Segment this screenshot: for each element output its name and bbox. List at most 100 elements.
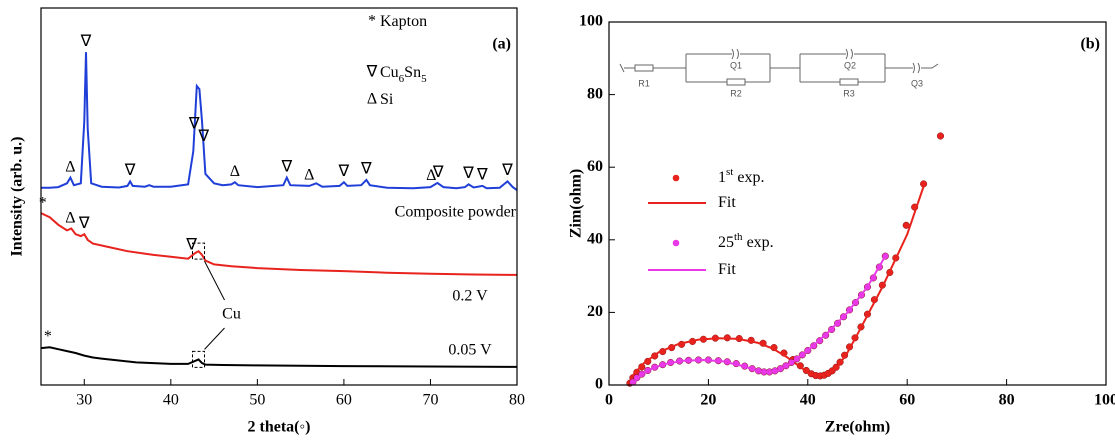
legend-symbol: * bbox=[368, 13, 376, 30]
circuit-label: R2 bbox=[730, 88, 742, 98]
text-part: 25 bbox=[718, 234, 734, 251]
peak-marker: ∇ bbox=[360, 161, 372, 178]
text-part: st bbox=[726, 166, 733, 178]
x-tick-label: 40 bbox=[800, 392, 816, 409]
capacitor bbox=[912, 62, 920, 74]
circuit-label: Q1 bbox=[730, 60, 742, 70]
text-part: Fit bbox=[718, 194, 736, 211]
legend-symbol: ∇ bbox=[366, 64, 378, 81]
peak-marker: ∇ bbox=[476, 167, 488, 184]
circuit-label: R1 bbox=[638, 78, 650, 88]
x-tick-label: 100 bbox=[1094, 392, 1115, 409]
y-axis-title: Intensity (arb. u.) bbox=[9, 136, 26, 256]
series-label: 0.05 V bbox=[448, 342, 492, 359]
legend-label: 25th exp. bbox=[718, 231, 774, 251]
plot-frame bbox=[40, 7, 518, 386]
plot-frame bbox=[608, 21, 1107, 386]
text-part: Kapton bbox=[380, 13, 427, 30]
peak-marker: ∇ bbox=[462, 165, 474, 182]
peak-marker: Δ bbox=[65, 210, 75, 227]
legend-label: Cu6Sn5 bbox=[380, 64, 427, 85]
legend-symbol: Δ bbox=[367, 91, 377, 108]
x-axis-title: 2 theta(◦) bbox=[248, 419, 311, 436]
legend-label: Fit bbox=[718, 261, 736, 278]
circuit-diagram: R1 Q1 R2 Q2 R3 Q3 bbox=[619, 48, 939, 98]
circuit-wire bbox=[619, 63, 635, 73]
x-tick-label: 60 bbox=[336, 392, 352, 409]
text-part: th bbox=[734, 231, 743, 243]
peak-marker: ∇ bbox=[432, 164, 444, 181]
peak-marker: ∇ bbox=[188, 116, 200, 133]
legend-marker bbox=[672, 174, 680, 182]
callout-line bbox=[204, 327, 225, 350]
text-part: Cu bbox=[380, 64, 399, 81]
capacitor bbox=[731, 48, 739, 60]
peak-marker: ∇ bbox=[338, 163, 350, 180]
resistor bbox=[839, 78, 859, 86]
legend-label: Fit bbox=[718, 194, 736, 211]
text-part: Si bbox=[380, 91, 394, 108]
x-tick-label: 20 bbox=[700, 392, 716, 409]
series-line bbox=[40, 346, 518, 368]
data-point bbox=[936, 132, 945, 140]
text-part: exp. bbox=[733, 169, 764, 186]
fit-line bbox=[630, 255, 887, 386]
resistor bbox=[634, 64, 654, 72]
circuit-label: Q3 bbox=[911, 78, 923, 88]
circuit-label: Q2 bbox=[844, 60, 856, 70]
y-axis-title: Zim(ohm) bbox=[568, 169, 585, 238]
text-part: 6 bbox=[399, 73, 405, 85]
series-line bbox=[41, 52, 518, 191]
y-tick-label: 60 bbox=[587, 158, 603, 175]
peak-marker: Δ bbox=[426, 167, 436, 184]
peak-marker: ∇ bbox=[78, 215, 90, 232]
peak-marker: Δ bbox=[65, 158, 75, 175]
text-part: Fit bbox=[718, 261, 736, 278]
panel-title: (b) bbox=[1080, 36, 1100, 53]
callout-line bbox=[204, 260, 225, 301]
legend-label: Si bbox=[380, 91, 394, 108]
peak-marker: * bbox=[44, 328, 52, 345]
peak-marker: ∇ bbox=[197, 128, 209, 145]
legend-label: Kapton bbox=[380, 13, 427, 30]
peak-marker: ∇ bbox=[80, 33, 92, 50]
resistor bbox=[726, 78, 746, 86]
x-tick-label: 40 bbox=[163, 392, 179, 409]
peak-marker: ∇ bbox=[501, 162, 513, 179]
y-tick-label: 80 bbox=[587, 85, 603, 102]
y-tick-label: 40 bbox=[587, 230, 603, 247]
peak-marker: Δ bbox=[304, 167, 314, 184]
text-part: 1 bbox=[718, 169, 726, 186]
legend-label: 1st exp. bbox=[718, 166, 764, 186]
x-tick-label: 80 bbox=[509, 392, 525, 409]
x-tick-label: 0 bbox=[605, 392, 613, 409]
peak-marker: ∇ bbox=[185, 237, 197, 254]
panel-title: (a) bbox=[492, 36, 511, 53]
text-part: Sn bbox=[404, 64, 421, 81]
callout-box bbox=[192, 350, 206, 368]
circuit-label: R3 bbox=[843, 88, 855, 98]
series-line bbox=[40, 212, 518, 276]
y-tick-label: 20 bbox=[587, 303, 603, 320]
y-tick-label: 0 bbox=[595, 376, 603, 393]
x-tick-label: 80 bbox=[999, 392, 1015, 409]
series-label: Composite powder bbox=[395, 204, 517, 221]
peak-marker: * bbox=[39, 195, 47, 212]
x-axis-title: Zre(ohm) bbox=[825, 419, 890, 436]
peak-marker: ∇ bbox=[124, 162, 136, 179]
legend-marker bbox=[672, 239, 680, 247]
capacitor bbox=[845, 48, 853, 60]
peak-marker: ∇ bbox=[280, 158, 292, 175]
x-tick-label: 30 bbox=[76, 392, 92, 409]
text-part: exp. bbox=[743, 234, 774, 251]
callout-box bbox=[192, 242, 206, 260]
x-tick-label: 50 bbox=[249, 392, 265, 409]
text-part: 5 bbox=[421, 73, 427, 85]
y-tick-label: 100 bbox=[579, 13, 603, 30]
fit-line bbox=[627, 183, 926, 386]
annotation: Cu bbox=[222, 306, 241, 323]
series-label: 0.2 V bbox=[452, 288, 488, 305]
x-tick-label: 60 bbox=[899, 392, 915, 409]
circuit-wire bbox=[921, 63, 939, 69]
